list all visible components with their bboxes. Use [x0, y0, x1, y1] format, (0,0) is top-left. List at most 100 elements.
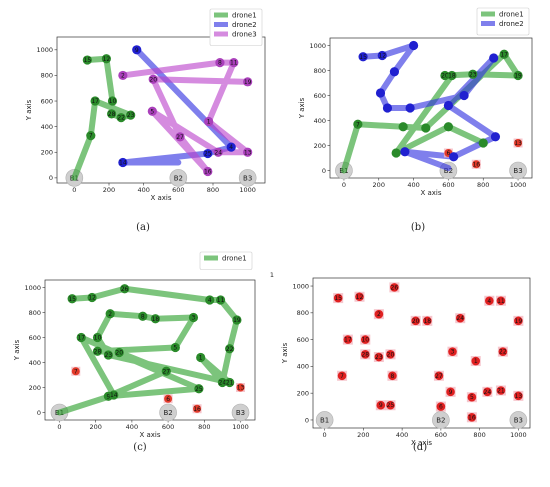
node-label: 9 — [449, 389, 453, 396]
target-label: 16 — [472, 161, 480, 168]
target-marker — [361, 335, 370, 344]
route-node — [103, 350, 113, 360]
y-tick-label: 0 — [49, 174, 53, 182]
route-node — [478, 138, 488, 148]
x-tick-label: 1000 — [232, 423, 249, 431]
node-label: 25 — [387, 402, 395, 409]
node-label: 25 — [204, 151, 212, 158]
base-station-label: B2 — [444, 167, 453, 175]
node-label: 23 — [469, 71, 477, 78]
route-node — [225, 377, 235, 388]
y-tick-label: 400 — [41, 123, 53, 131]
base-station-label: B3 — [513, 167, 522, 175]
route-node — [353, 119, 363, 129]
route-node — [114, 347, 124, 358]
node-label: 19 — [244, 79, 252, 86]
target-marker — [455, 313, 465, 323]
node-label: 28 — [361, 351, 369, 358]
route-node — [443, 122, 454, 132]
route-node — [126, 110, 136, 120]
y-axis-label: Y axis — [298, 97, 306, 119]
target-marker — [448, 347, 457, 356]
node-label: 13 — [244, 149, 252, 156]
node-label: 14 — [110, 392, 118, 399]
route-node — [358, 52, 368, 62]
x-tick-label: 0 — [72, 186, 76, 194]
chart-panel-a: 0 200 400 600 800 1000 0 200 400 600 800 1000 X axis… — [25, 8, 266, 233]
route-node — [204, 116, 214, 127]
node-label: 24 — [456, 315, 464, 322]
route-node — [138, 311, 148, 321]
legend-entry: drone1 — [222, 255, 247, 263]
y-tick-label: 600 — [41, 97, 53, 105]
route-node — [67, 294, 77, 304]
route-node — [499, 49, 509, 59]
node-label: 8 — [141, 313, 145, 320]
node-label: 24 — [214, 149, 222, 156]
route-node — [408, 40, 419, 51]
panel-caption: (a) — [136, 222, 150, 233]
x-tick-label: 600 — [162, 423, 174, 431]
y-tick-label: 1000 — [36, 46, 53, 54]
x-tick-label: 400 — [396, 431, 408, 439]
legend-entry: drone2 — [232, 21, 257, 29]
y-tick-label: 0 — [37, 409, 41, 417]
y-tick-label: 600 — [297, 336, 309, 344]
x-tick-label: 400 — [137, 186, 149, 194]
chart-panel-b: 0 200 400 600 800 1000 0 200 400 600 800 1000 X axis… — [298, 7, 533, 233]
x-axis-label: X axis — [411, 439, 432, 447]
route-node — [213, 147, 223, 157]
panel-caption: (d) — [413, 442, 427, 453]
target-marker — [467, 392, 477, 402]
node-label: 5 — [173, 345, 177, 352]
y-tick-label: 1000 — [292, 282, 309, 290]
node-label: 18 — [152, 316, 160, 323]
node-label: 11 — [230, 60, 238, 67]
x-tick-label: 1000 — [510, 431, 527, 439]
panel-caption: (c) — [133, 442, 147, 453]
node-label: 23 — [105, 352, 113, 359]
target-label: 7 — [74, 368, 78, 375]
node-label: 15 — [334, 295, 342, 302]
route-node — [226, 142, 236, 152]
node-label: 8 — [391, 373, 395, 380]
base-station-label: B3 — [243, 174, 252, 182]
route-node — [147, 106, 157, 116]
x-tick-label: 800 — [198, 423, 210, 431]
route-node — [449, 152, 459, 162]
route-node — [459, 90, 469, 101]
x-tick-label: 600 — [442, 181, 454, 189]
node-label: 27 — [162, 368, 170, 375]
x-tick-label: 0 — [323, 431, 327, 439]
y-tick-label: 600 — [29, 334, 41, 342]
route-node — [107, 109, 117, 119]
target-marker — [355, 292, 364, 302]
route-node — [92, 332, 103, 343]
node-label: 23 — [375, 354, 383, 361]
y-axis-label: Y axis — [281, 342, 289, 364]
y-axis-label: Y axis — [25, 99, 33, 121]
route-node — [232, 315, 242, 325]
y-tick-label: 400 — [29, 359, 41, 367]
target-marker — [71, 367, 80, 376]
route-node — [513, 70, 523, 81]
legend-swatch — [481, 21, 495, 26]
node-label: 17 — [91, 98, 99, 105]
route-node — [243, 147, 253, 157]
route-node — [440, 70, 450, 81]
x-tick-label: 1000 — [239, 186, 256, 194]
target-marker — [472, 160, 481, 169]
route-node — [375, 88, 386, 98]
route-node — [118, 157, 128, 168]
stray-mark: 1 — [270, 271, 274, 279]
target-label: 13 — [514, 140, 522, 147]
target-marker — [374, 309, 384, 319]
node-label: 19 — [515, 318, 523, 325]
target-marker — [483, 387, 492, 397]
route-node — [150, 314, 161, 324]
target-marker — [498, 347, 508, 356]
x-tick-label: 200 — [103, 186, 115, 194]
legend-entry: drone2 — [499, 20, 524, 28]
route-node — [132, 45, 142, 55]
